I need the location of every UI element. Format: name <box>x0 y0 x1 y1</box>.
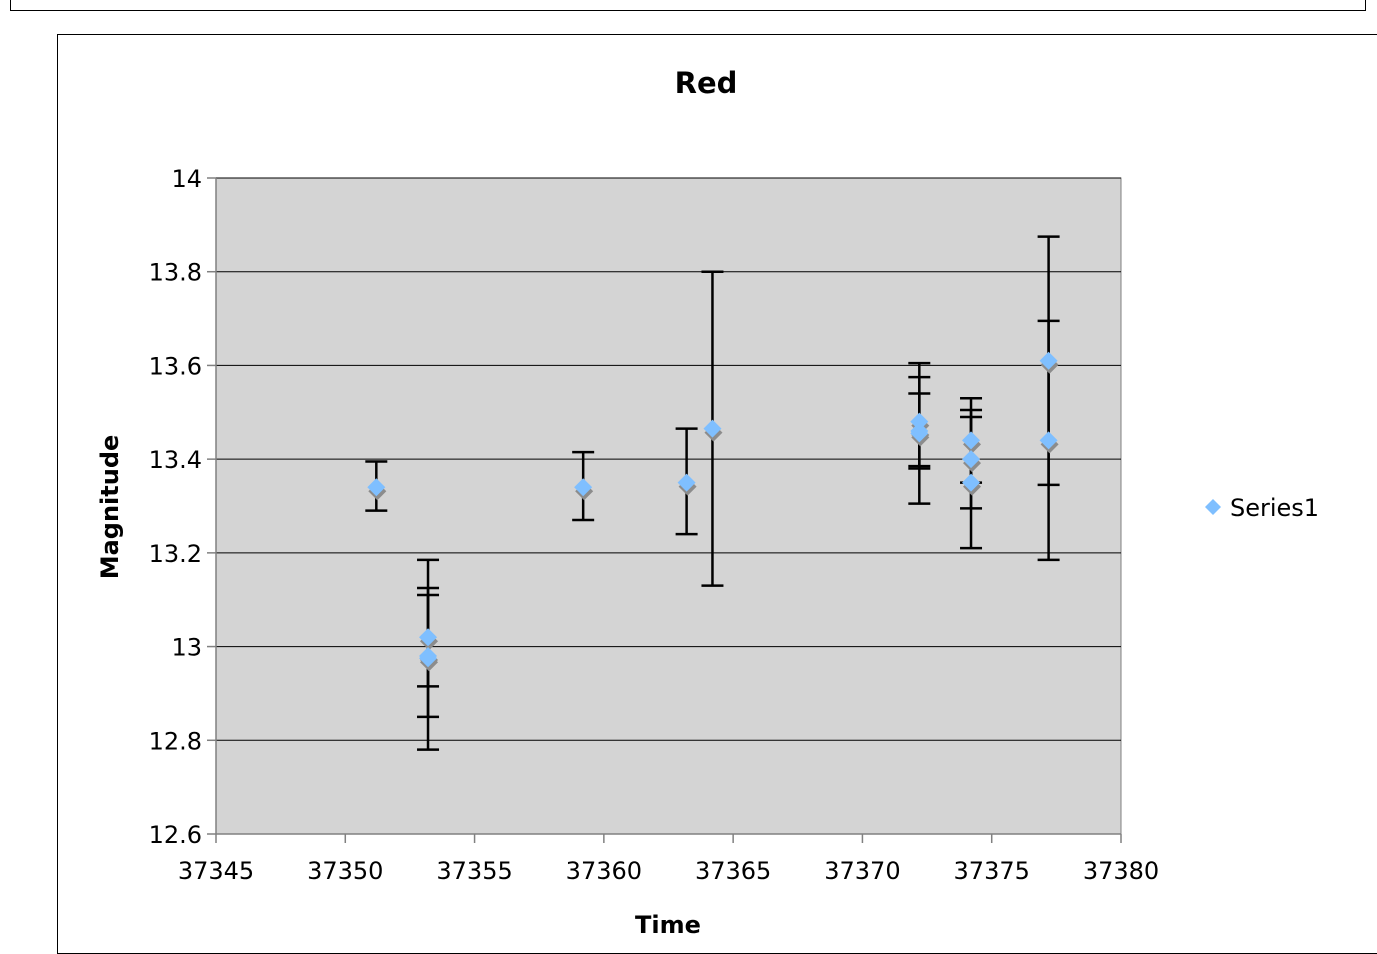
data-point <box>910 424 929 443</box>
data-point <box>1039 351 1058 370</box>
data-point <box>419 649 438 668</box>
data-point <box>419 628 438 647</box>
x-tick-label: 37355 <box>436 857 512 885</box>
x-tick-label: 37345 <box>178 857 254 885</box>
legend-marker <box>1205 499 1221 515</box>
x-axis-title: Time <box>635 911 701 939</box>
x-tick-label: 37350 <box>307 857 383 885</box>
y-tick-label: 13.2 <box>149 540 202 568</box>
chart-title: Red <box>675 66 738 100</box>
y-axis-title: Magnitude <box>96 435 124 580</box>
plot-area <box>215 177 1122 835</box>
data-point <box>677 473 696 492</box>
y-tick-labels: 12.6 12.8 13 13.2 13.4 13.6 13.8 14 <box>149 165 202 849</box>
y-tick-label: 13.4 <box>149 446 202 474</box>
top-frame-edge <box>10 0 1366 11</box>
x-tick-label: 37380 <box>1083 857 1159 885</box>
x-tick-labels: 37345 37350 37355 37360 37365 37370 37375 37380 <box>178 857 1159 885</box>
x-tick-label: 37360 <box>566 857 642 885</box>
data-point <box>910 412 929 431</box>
y-tick-label: 13.6 <box>149 352 202 380</box>
data-point <box>962 473 981 492</box>
legend-label: Series1 <box>1230 494 1319 522</box>
x-tick-label: 37365 <box>695 857 771 885</box>
x-tick-label: 37370 <box>824 857 900 885</box>
y-tick-label: 14 <box>171 165 202 193</box>
data-point <box>1039 431 1058 450</box>
data-point <box>703 419 722 438</box>
data-point <box>962 450 981 469</box>
y-tick-label: 12.8 <box>149 727 202 755</box>
data-point <box>367 478 386 497</box>
data-point <box>574 478 593 497</box>
y-tick-label: 12.6 <box>149 821 202 849</box>
y-tick-label: 13.8 <box>149 259 202 287</box>
data-markers <box>367 351 1059 672</box>
x-tick-label: 37375 <box>954 857 1030 885</box>
data-point <box>962 431 981 450</box>
gridlines <box>216 177 1121 741</box>
legend: Series1 <box>1205 494 1319 522</box>
y-tick-label: 13 <box>171 634 202 662</box>
axes <box>207 177 1122 843</box>
